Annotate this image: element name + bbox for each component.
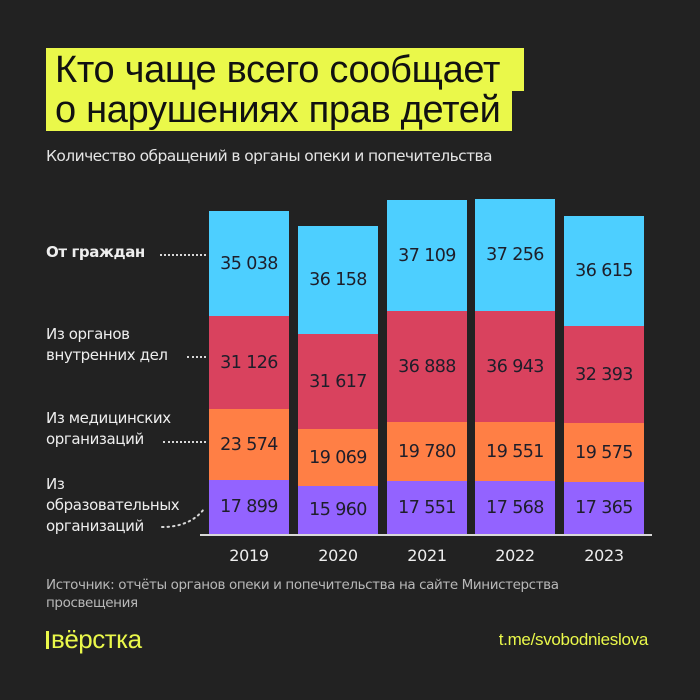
- value-label: 36 158: [309, 270, 367, 290]
- bar-segment-education-2023: 17 365: [564, 482, 644, 534]
- value-label: 17 899: [220, 497, 278, 517]
- bar-segment-medical-2023: 19 575: [564, 423, 644, 482]
- label-citizens: От граждан: [46, 243, 145, 261]
- value-label: 32 393: [575, 364, 633, 385]
- label-education: Из образовательных организаций: [46, 475, 180, 535]
- bar-segment-education-2022: 17 568: [475, 481, 555, 534]
- verstka-logo: вёрстка: [46, 624, 142, 655]
- value-label: 23 574: [220, 434, 278, 455]
- bar-segment-medical-2022: 19 551: [475, 422, 555, 481]
- bar-segment-education-2019: 17 899: [209, 480, 289, 534]
- bar-segment-police-2023: 32 393: [564, 326, 644, 423]
- value-label: 19 551: [486, 441, 544, 462]
- logo-mark-icon: [46, 631, 49, 649]
- label-medical: Из медицинских организаций: [46, 409, 171, 448]
- value-label: 17 568: [486, 497, 544, 518]
- bar-segment-citizens-2020: 36 158: [298, 226, 378, 334]
- value-label: 37 109: [398, 245, 456, 266]
- chart-subtitle: Количество обращений в органы опеки и по…: [46, 147, 493, 165]
- leader-dots-police: [187, 356, 206, 358]
- logo-text: вёрстка: [51, 624, 142, 654]
- bar-segment-education-2020: 15 960: [298, 486, 378, 534]
- x-tick-label-2019: 2019: [229, 546, 269, 565]
- bar-segment-education-2021: 17 551: [387, 481, 467, 534]
- value-label: 31 126: [220, 352, 278, 373]
- value-label: 36 888: [398, 356, 456, 377]
- value-label: 31 617: [309, 371, 367, 392]
- chart-title-line-1: Кто чаще всего сообщает: [46, 48, 524, 91]
- bar-segment-police-2021: 36 888: [387, 311, 467, 422]
- bar-segment-medical-2021: 19 780: [387, 422, 467, 481]
- value-label: 36 943: [486, 356, 544, 377]
- bar-segment-police-2020: 31 617: [298, 334, 378, 429]
- leader-dots-citizens: [160, 254, 206, 256]
- value-label: 37 256: [486, 245, 544, 265]
- bar-segment-police-2022: 36 943: [475, 311, 555, 422]
- value-label: 19 069: [309, 447, 367, 468]
- value-label: 19 575: [575, 442, 633, 463]
- x-tick-label-2022: 2022: [495, 546, 535, 565]
- value-label: 15 960: [309, 500, 367, 520]
- x-tick-label-2021: 2021: [407, 546, 447, 565]
- x-axis-baseline: [200, 534, 652, 536]
- leader-dots-medical: [163, 441, 206, 443]
- value-label: 35 038: [220, 253, 278, 274]
- bar-segment-police-2019: 31 126: [209, 316, 289, 409]
- bar-segment-citizens-2019: 35 038: [209, 211, 289, 316]
- value-label: 17 365: [575, 498, 633, 518]
- bar-segment-citizens-2022: 37 256: [475, 199, 555, 311]
- bar-segment-citizens-2023: 36 615: [564, 216, 644, 326]
- value-label: 17 551: [398, 497, 456, 518]
- leader-dots-education: [161, 508, 205, 528]
- x-tick-label-2020: 2020: [318, 546, 358, 565]
- bar-segment-citizens-2021: 37 109: [387, 200, 467, 311]
- value-label: 36 615: [575, 261, 633, 281]
- telegram-link[interactable]: t.me/svobodnieslova: [498, 630, 649, 649]
- chart-title-line-2: о нарушениях прав детей: [46, 91, 512, 131]
- source-note: Источник: отчёты органов опеки и попечит…: [46, 577, 559, 611]
- bar-segment-medical-2020: 19 069: [298, 429, 378, 486]
- value-label: 19 780: [398, 441, 456, 462]
- bar-segment-medical-2019: 23 574: [209, 409, 289, 480]
- label-police: Из органов внутренних дел: [46, 325, 168, 364]
- x-tick-label-2023: 2023: [584, 546, 624, 565]
